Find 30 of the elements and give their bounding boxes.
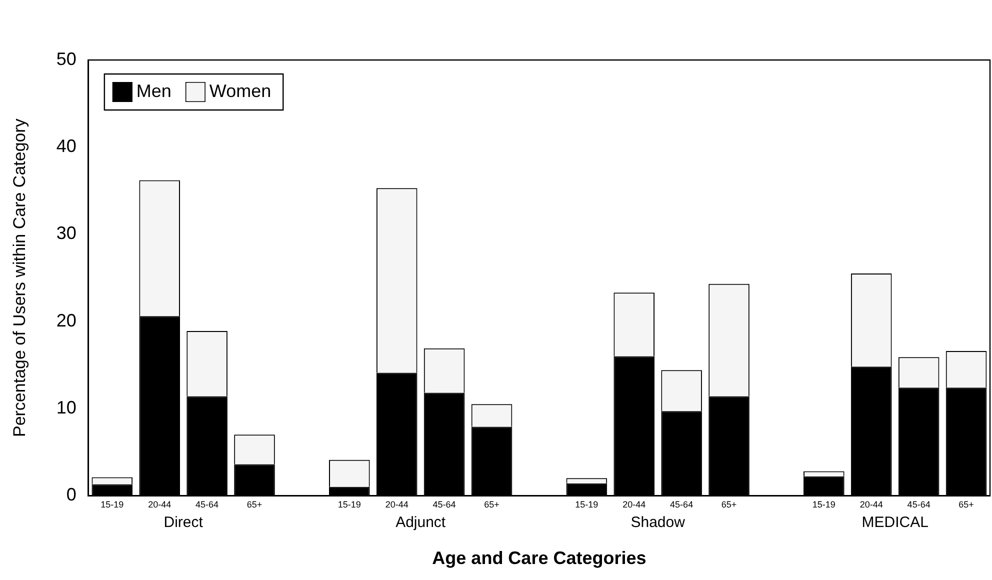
y-tick-label: 30 <box>56 223 76 244</box>
x-tick-label: 20-44 <box>622 499 646 510</box>
y-tick-label: 20 <box>56 310 76 330</box>
x-tick-label: 45-64 <box>907 499 930 510</box>
x-tick-label: 15-19 <box>575 499 598 510</box>
y-tick-label: 0 <box>66 484 76 505</box>
x-tick-label: 15-19 <box>100 499 124 510</box>
x-tick-label: 45-64 <box>196 499 219 510</box>
text: Direct <box>164 514 204 532</box>
y-tick-label: 10 <box>56 397 76 418</box>
x-tick-label: 20-44 <box>148 499 172 510</box>
x-tick-label: 45-64 <box>432 499 456 510</box>
x-tick-label: 65+ <box>246 499 262 510</box>
x-tick-label: 15-19 <box>812 499 836 510</box>
x-tick-label: 15-19 <box>338 499 361 510</box>
x-tick-label: 65+ <box>721 499 737 510</box>
text: Adjunct <box>396 514 446 532</box>
text: MEDICAL <box>862 514 928 532</box>
x-tick-label: 45-64 <box>670 499 694 510</box>
x-tick-label: 20-44 <box>860 499 883 510</box>
text: Shadow <box>630 514 686 532</box>
x-tick-label: 65+ <box>484 499 500 510</box>
x-tick-label: 65+ <box>958 499 974 510</box>
y-axis-title: Percentage of Users within Care Category <box>10 118 29 438</box>
legend-label: Men <box>136 80 172 101</box>
y-tick-label: 40 <box>56 136 76 156</box>
y-tick-label: 50 <box>56 48 76 69</box>
x-axis-title: Age and Care Categories <box>432 548 646 568</box>
x-tick-label: 20-44 <box>385 499 408 510</box>
legend-label: Women <box>209 80 272 101</box>
